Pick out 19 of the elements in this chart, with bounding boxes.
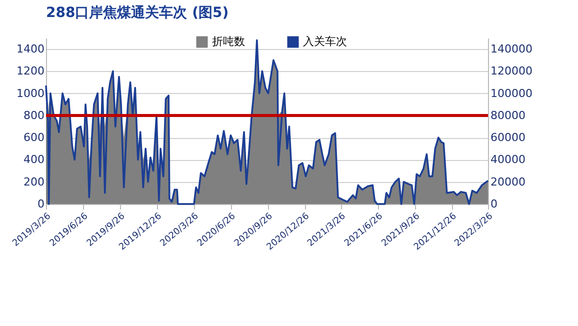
y2-tick-label: 140000 bbox=[490, 42, 532, 56]
y-tick-label: 200 bbox=[24, 175, 44, 188]
y-tick-label: 1000 bbox=[16, 86, 44, 100]
y-tick-label: 0 bbox=[38, 198, 44, 210]
y2-tick-label: 100000 bbox=[490, 86, 532, 100]
legend-label: 入关车次 bbox=[303, 35, 347, 48]
y2-tick-label: 120000 bbox=[490, 64, 532, 78]
y2-tick-label: 60000 bbox=[490, 131, 526, 144]
chart-title: 288口岸焦煤通关车次 (图5) bbox=[46, 4, 229, 21]
y-tick-label: 800 bbox=[24, 108, 44, 122]
y-tick-label: 1400 bbox=[16, 42, 44, 56]
y-tick-label: 400 bbox=[24, 153, 44, 166]
y-tick-label: 600 bbox=[24, 131, 44, 144]
y2-tick-label: 0 bbox=[490, 198, 498, 210]
y2-tick-label: 80000 bbox=[490, 108, 526, 122]
y-tick-label: 1200 bbox=[16, 64, 44, 78]
y2-tick-label: 40000 bbox=[490, 153, 526, 166]
y2-tick-label: 20000 bbox=[490, 175, 526, 188]
legend-label: 折吨数 bbox=[212, 35, 245, 48]
